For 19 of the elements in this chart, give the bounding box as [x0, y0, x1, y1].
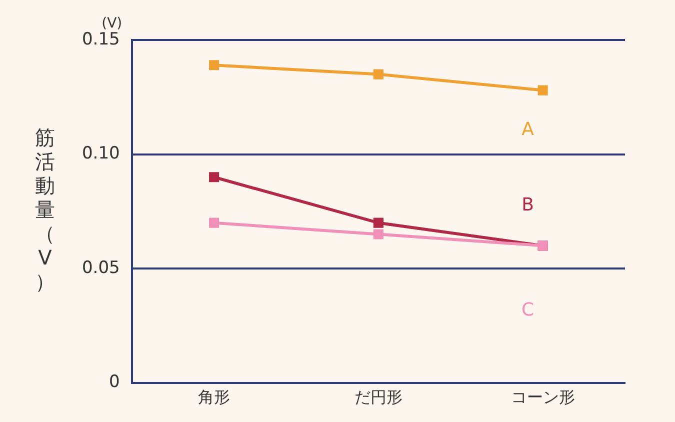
point	[373, 229, 384, 240]
text: (V)	[102, 16, 122, 32]
y-tick-label: 0	[109, 372, 120, 392]
x-tick-label: 角形	[198, 388, 230, 407]
y-tick-label: 0.10	[82, 144, 120, 164]
series-label: A	[522, 118, 535, 140]
text: C	[522, 299, 534, 320]
series-label: B	[522, 194, 534, 216]
point	[209, 172, 220, 182]
point	[209, 218, 220, 228]
point	[373, 69, 384, 80]
point	[373, 218, 384, 228]
y-tick-label: 0.05	[82, 258, 120, 278]
x-tick-label: だ円形	[354, 388, 402, 407]
y-tick-label: 0.15	[82, 29, 120, 50]
point	[209, 60, 220, 70]
y-axis-title: 筋活動量（V）	[35, 126, 55, 294]
x-tick-label: コーン形	[510, 388, 575, 407]
point	[538, 85, 548, 96]
